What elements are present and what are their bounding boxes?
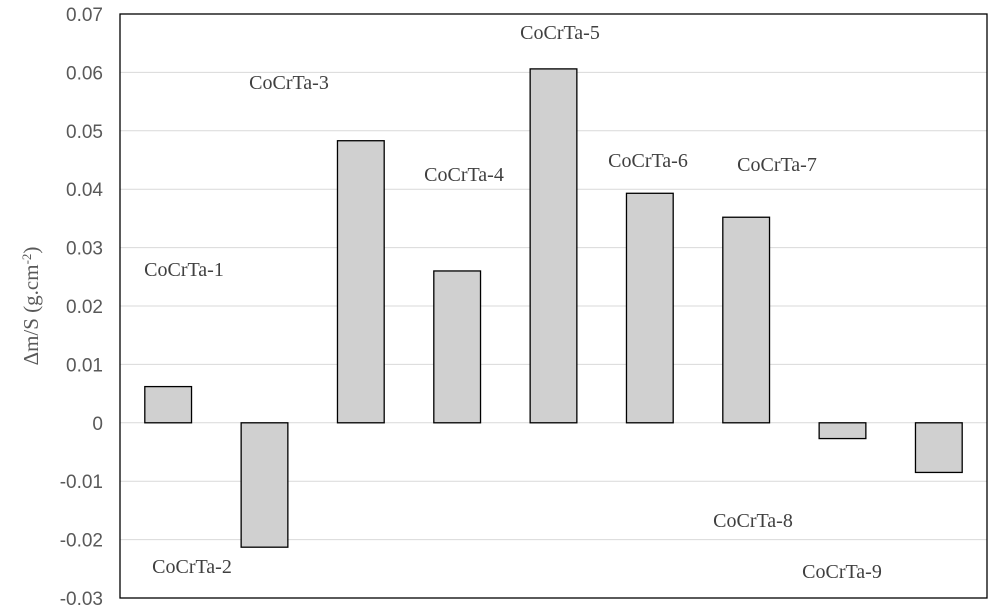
bar-label-cocrta-2: CoCrTa-2 [152,556,232,578]
y-tick-label: 0.05 [66,122,103,143]
y-tick-label: 0.03 [66,239,103,260]
bar-label-cocrta-3: CoCrTa-3 [249,72,329,94]
bar-label-cocrta-4: CoCrTa-4 [424,164,504,186]
y-tick-label: 0.07 [66,5,103,26]
bar-cocrta-4 [433,270,482,424]
y-tick-label: 0.04 [66,180,103,201]
bars [144,68,963,548]
bar-cocrta-3 [336,140,385,424]
bar-cocrta-8 [818,422,867,440]
bar-label-cocrta-6: CoCrTa-6 [608,150,688,172]
y-tick-labels: -0.03 -0.02 -0.01 0 0.01 0.02 0.03 0.04 0.05 0.06… [60,5,104,610]
bar-cocrta-6 [625,192,674,424]
bar-cocrta-9 [914,422,963,474]
y-axis-title: Δm/S (g.cm-2) [19,247,44,366]
y-axis-title-superscript: -2 [19,254,34,265]
bar-cocrta-7 [722,216,771,424]
bar-cocrta-1 [144,385,193,424]
bar-labels: CoCrTa-1 CoCrTa-2 CoCrTa-3 CoCrTa-4 CoCrTa-5… [144,22,882,583]
y-tick-label: -0.02 [60,531,103,552]
plot-frame [119,13,988,599]
bar-label-cocrta-1: CoCrTa-1 [144,259,224,281]
y-axis-title-close: ) [19,247,43,254]
bar-label-cocrta-8: CoCrTa-8 [713,510,793,532]
y-tick-label: 0.02 [66,297,103,318]
y-tick-label: -0.01 [60,472,103,493]
y-tick-label: -0.03 [60,589,103,610]
y-tick-label: 0 [92,414,103,435]
y-axis-title-main: Δm/S (g.cm [19,264,43,365]
y-tick-label: 0.06 [66,63,103,84]
bar-label-cocrta-9: CoCrTa-9 [802,561,882,583]
y-tick-label: 0.01 [66,355,103,376]
bar-cocrta-5 [529,68,578,424]
bar-label-cocrta-7: CoCrTa-7 [737,154,817,176]
bar-label-cocrta-5: CoCrTa-5 [520,22,600,44]
bar-cocrta-2 [240,422,289,548]
